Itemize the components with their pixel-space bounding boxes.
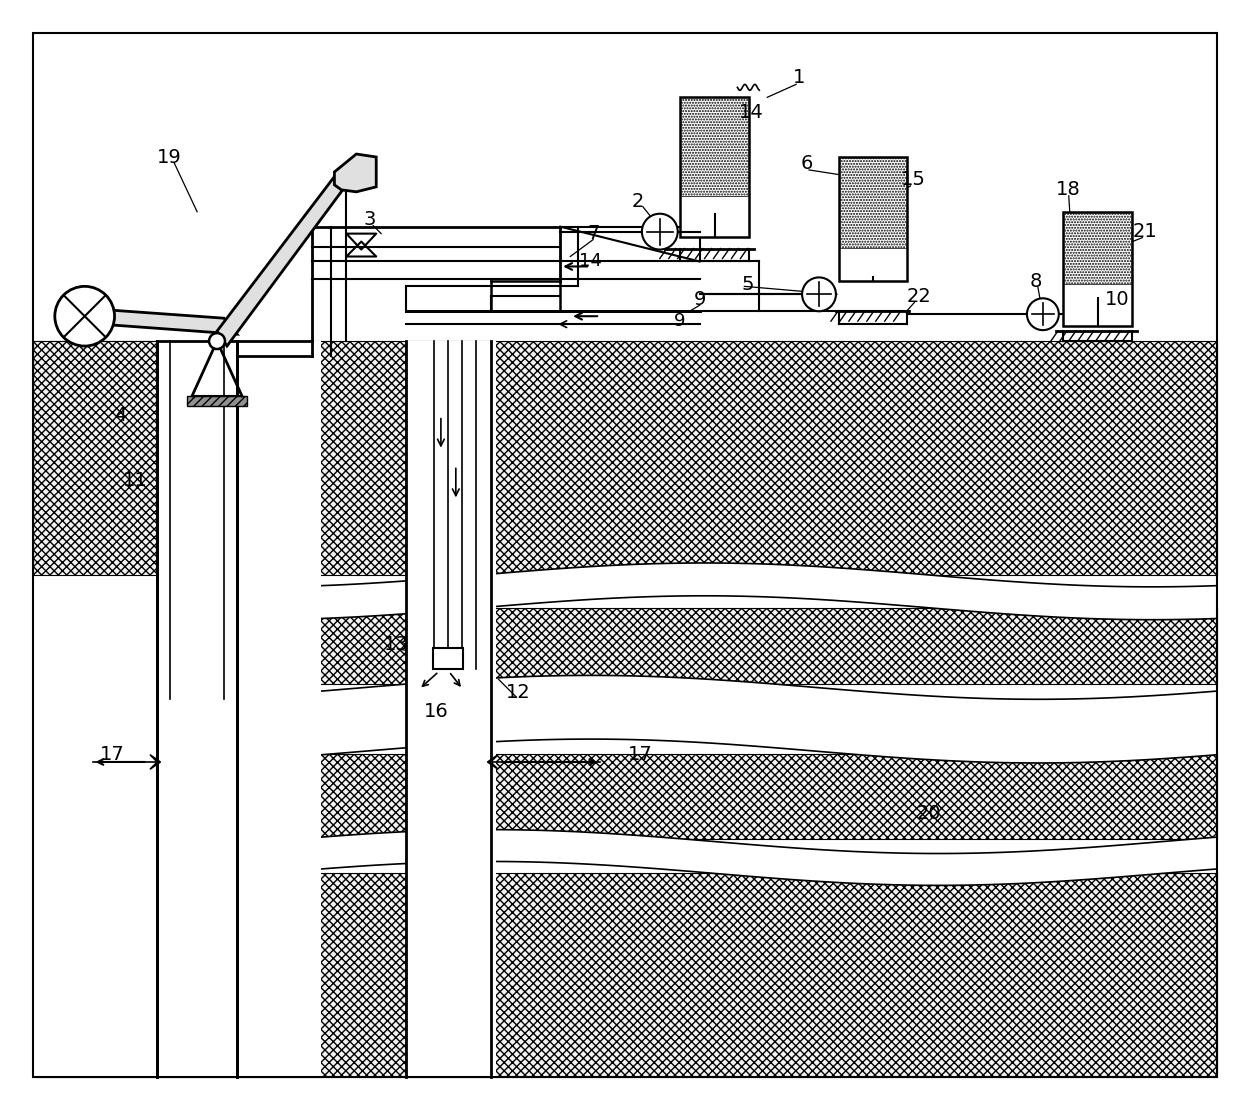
Bar (1064, 213, 1131, 283)
Text: 19: 19 (157, 147, 181, 166)
Bar (33, 341, 157, 575)
Text: 3: 3 (363, 211, 376, 230)
Circle shape (802, 278, 836, 311)
Polygon shape (84, 308, 237, 334)
Text: 10: 10 (1105, 290, 1130, 309)
Text: 20: 20 (916, 804, 941, 823)
Polygon shape (33, 830, 1216, 885)
Bar (680, 97, 749, 236)
Bar (33, 341, 187, 575)
Circle shape (55, 287, 114, 346)
Bar (1063, 212, 1132, 327)
Polygon shape (335, 154, 376, 192)
Text: 16: 16 (424, 701, 449, 720)
Text: 12: 12 (506, 682, 531, 701)
Bar (839, 158, 905, 248)
Text: 11: 11 (123, 471, 148, 489)
Bar (433, 648, 463, 669)
Bar (33, 608, 1216, 685)
Text: 17: 17 (627, 745, 652, 764)
Text: 8: 8 (1029, 272, 1042, 291)
Bar (157, 341, 321, 1077)
Bar (159, 342, 236, 1076)
Bar (681, 98, 749, 196)
Text: 14: 14 (579, 252, 601, 271)
Text: 21: 21 (1133, 222, 1158, 241)
Text: 22: 22 (906, 287, 931, 306)
Text: 9: 9 (693, 290, 706, 309)
Polygon shape (217, 174, 346, 346)
Text: 4: 4 (114, 406, 126, 425)
Bar (405, 341, 496, 1077)
Text: 7: 7 (587, 224, 599, 243)
Circle shape (1027, 299, 1059, 330)
Polygon shape (33, 563, 1216, 620)
Text: 1: 1 (792, 68, 805, 87)
Bar (839, 157, 906, 281)
Circle shape (210, 333, 224, 349)
Bar (33, 873, 1216, 1077)
Bar (311, 341, 1216, 575)
Text: 5: 5 (742, 275, 754, 294)
Text: 6: 6 (801, 155, 813, 174)
Text: 2: 2 (631, 192, 644, 211)
Text: 15: 15 (901, 171, 926, 190)
Bar (187, 396, 247, 406)
Text: 13: 13 (383, 636, 408, 655)
Text: 18: 18 (1055, 181, 1080, 200)
Circle shape (642, 214, 678, 250)
Bar (33, 341, 162, 1077)
Bar (33, 754, 1216, 838)
Text: 14: 14 (739, 103, 764, 122)
Polygon shape (33, 676, 1216, 763)
Text: 9: 9 (675, 312, 686, 330)
Text: 17: 17 (100, 745, 125, 764)
Bar (157, 341, 202, 1073)
